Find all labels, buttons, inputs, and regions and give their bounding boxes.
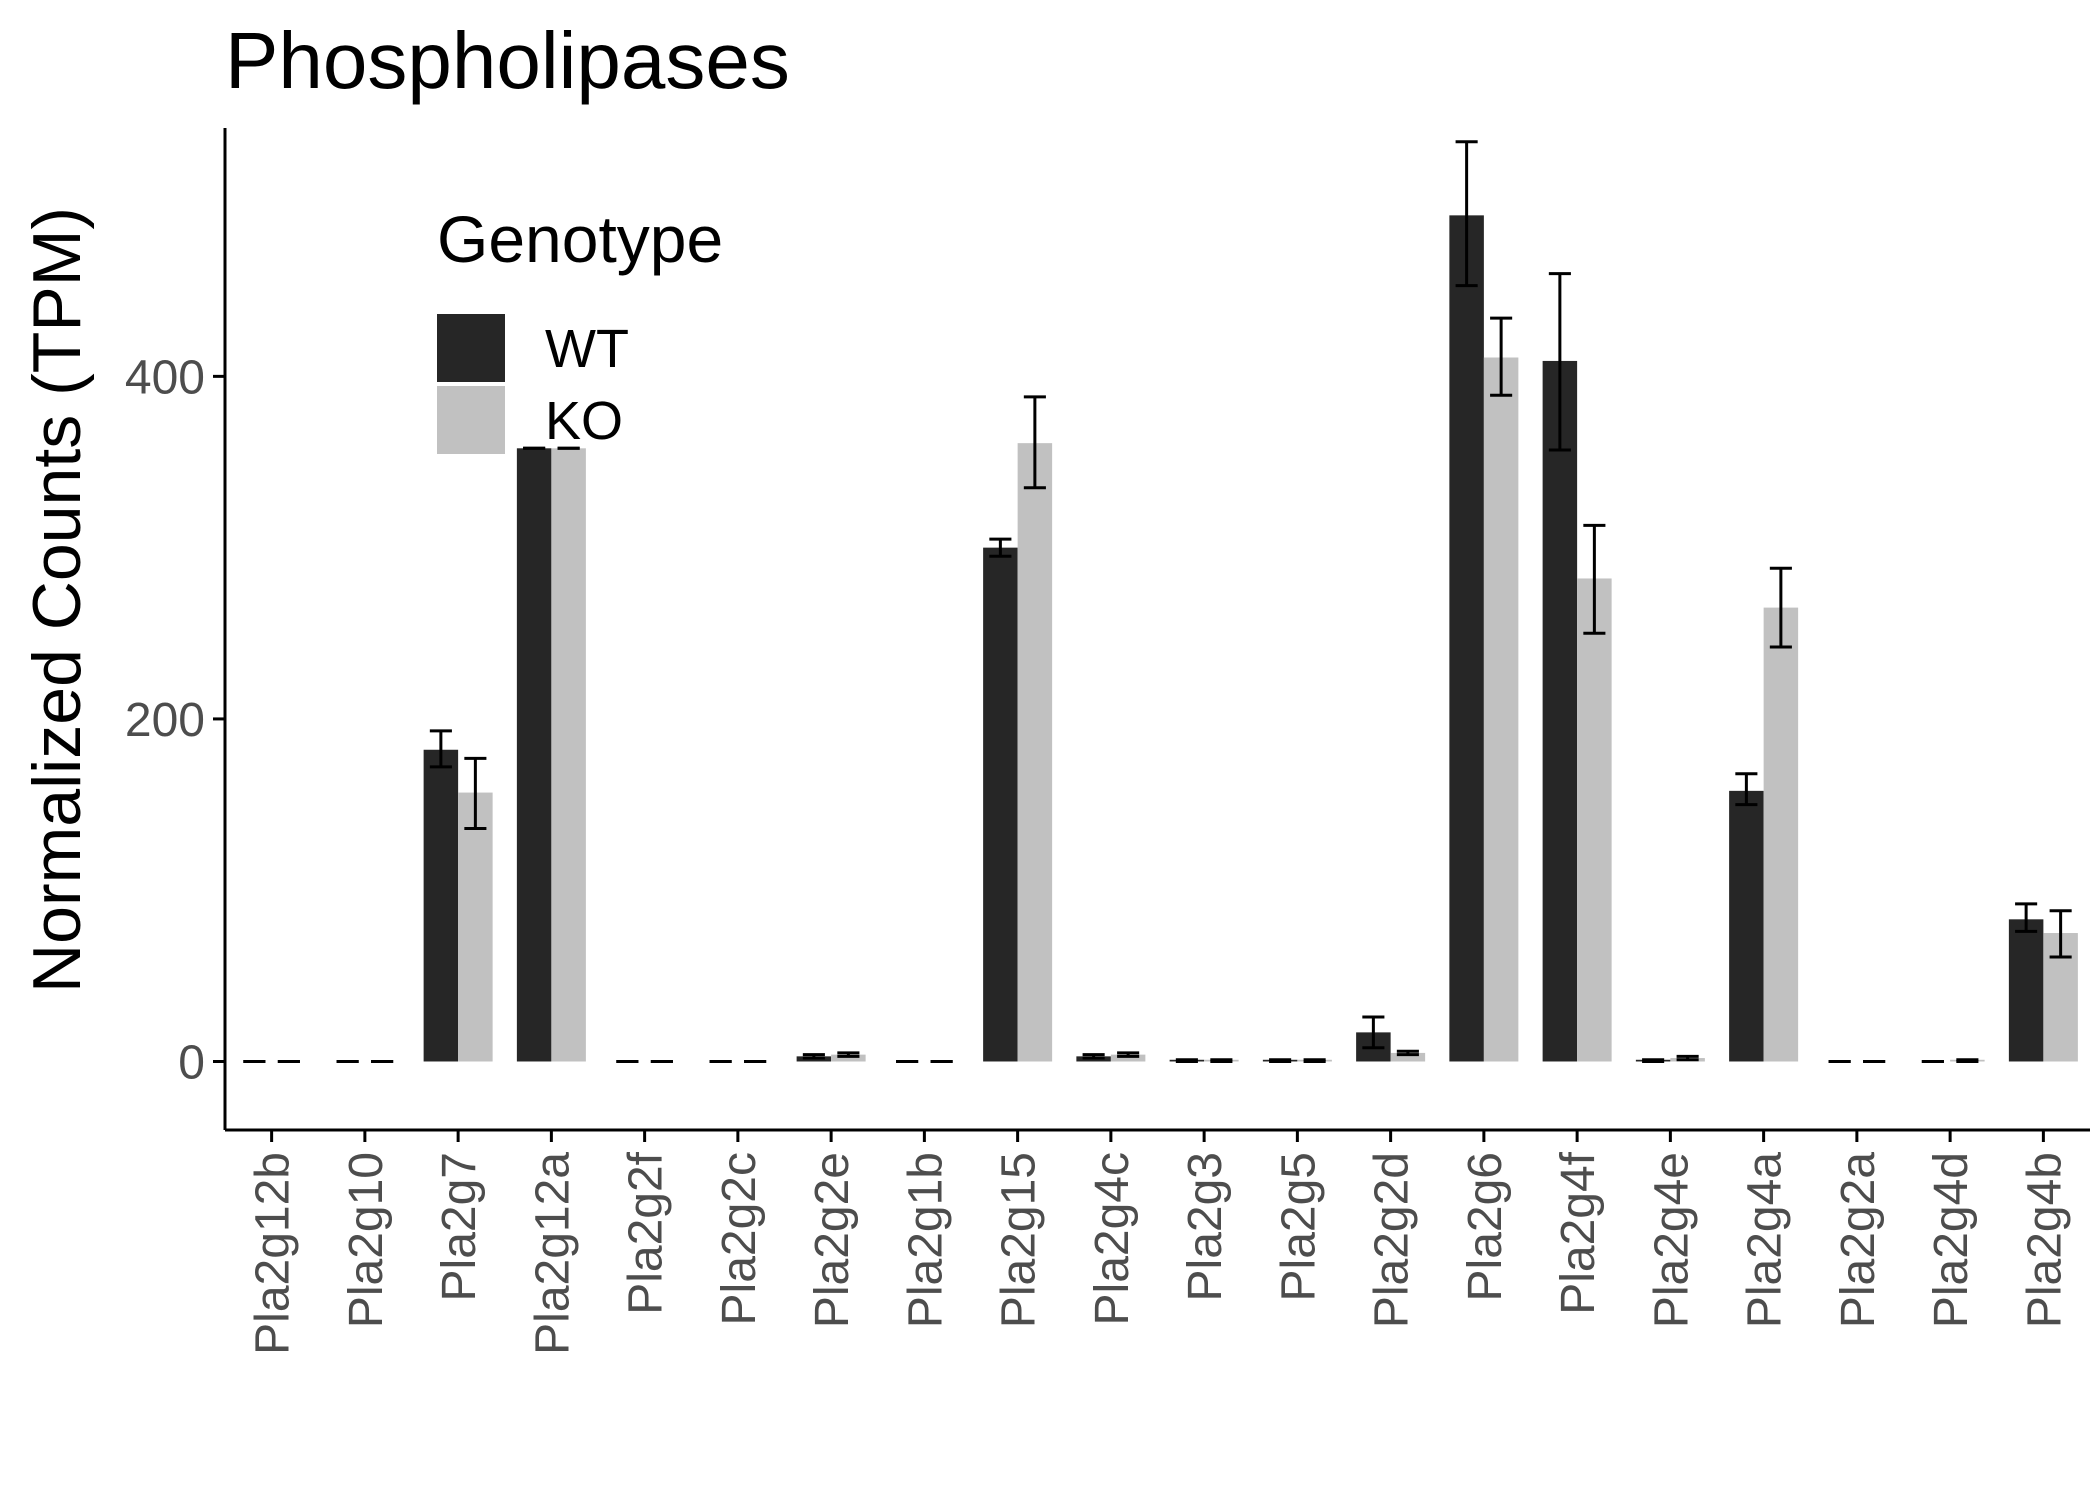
bar-ko — [1110, 1054, 1146, 1062]
error-bar-wt — [989, 537, 1012, 558]
bar-wt — [2008, 919, 2044, 1062]
error-bar-ko — [1676, 1054, 1699, 1062]
bar-ko — [1483, 357, 1519, 1062]
legend-title: Genotype — [437, 202, 723, 276]
bar-ko — [458, 792, 493, 1062]
legend-swatch-ko — [437, 386, 505, 454]
bar-ko — [1763, 607, 1799, 1062]
x-ticks: Pla2g12b Pla2g10 Pla2g7 Pla2g12a Pla2g2f Pla2… — [247, 1130, 2071, 1355]
legend: Genotype WT KO — [437, 202, 723, 454]
error-bar-wt — [429, 729, 452, 769]
x-tick-label: Pla2g12a — [526, 1152, 579, 1355]
x-tick-label: Pla2g2a — [1832, 1152, 1885, 1328]
error-bar-ko — [1769, 566, 1792, 649]
error-bar-ko — [837, 1051, 860, 1058]
error-bar-wt — [1362, 1015, 1385, 1050]
error-bar-ko — [1396, 1049, 1419, 1057]
legend-label-wt: WT — [545, 319, 629, 379]
legend-swatch-wt — [437, 314, 505, 382]
error-bar-wt — [802, 1053, 825, 1060]
error-bar-wt — [1455, 140, 1478, 288]
error-bar-ko — [1583, 523, 1606, 635]
y-tick-label: 0 — [178, 1036, 205, 1089]
y-ticks: 0 200 400 — [125, 351, 225, 1089]
x-tick-label: Pla2g7 — [433, 1152, 486, 1301]
error-bar-ko — [1303, 1058, 1326, 1063]
x-tick-label: Pla2g2d — [1366, 1152, 1419, 1328]
error-bar-ko — [1117, 1051, 1140, 1058]
legend-label-ko: KO — [545, 391, 623, 451]
bars — [423, 215, 2078, 1062]
bar-wt — [1729, 790, 1764, 1062]
y-tick-label: 400 — [125, 351, 205, 404]
error-bar-wt — [2015, 902, 2038, 933]
y-tick-label: 200 — [125, 694, 205, 747]
x-tick-label: Pla2g4b — [2018, 1152, 2071, 1328]
error-bar-wt — [1735, 772, 1758, 807]
bar-ko — [1390, 1052, 1426, 1062]
x-tick-label: Pla2g4e — [1645, 1152, 1698, 1328]
x-tick-label: Pla2g4a — [1739, 1152, 1792, 1328]
error-bar-ko — [1956, 1058, 1979, 1063]
x-tick-label: Pla2g15 — [993, 1152, 1046, 1328]
x-tick-label: Pla2g4d — [1925, 1152, 1978, 1328]
bar-wt — [1449, 215, 1484, 1062]
y-axis-title: Normalized Counts (TPM) — [19, 207, 95, 993]
x-tick-label: Pla2g1b — [899, 1152, 952, 1328]
bar-wt — [983, 547, 1018, 1062]
error-bar-ko — [2049, 909, 2072, 959]
x-tick-label: Pla2g2f — [620, 1151, 673, 1314]
error-bars — [243, 140, 2072, 1063]
error-bar-ko — [1023, 395, 1046, 490]
x-tick-label: Pla2g2c — [713, 1152, 766, 1325]
error-bar-wt — [1269, 1058, 1292, 1063]
x-tick-label: Pla2g5 — [1272, 1152, 1325, 1301]
bar-wt — [423, 749, 459, 1062]
x-tick-label: Pla2g2e — [806, 1152, 859, 1328]
x-tick-label: Pla2g6 — [1459, 1152, 1512, 1301]
x-tick-label: Pla2g12b — [247, 1152, 300, 1355]
bar-ko — [1017, 443, 1053, 1062]
error-bar-ko — [464, 756, 487, 831]
error-bar-wt — [1548, 272, 1571, 452]
bar-wt — [516, 448, 552, 1062]
bar-wt — [1542, 360, 1578, 1062]
error-bar-wt — [1082, 1053, 1105, 1060]
bar-ko — [831, 1054, 866, 1062]
error-bar-ko — [1490, 316, 1513, 397]
bar-ko — [1577, 578, 1612, 1062]
bar-ko — [551, 448, 586, 1062]
x-tick-label: Pla2g4f — [1552, 1151, 1605, 1314]
error-bar-wt — [1642, 1058, 1665, 1063]
error-bar-ko — [1210, 1058, 1233, 1063]
error-bar-wt — [1175, 1058, 1198, 1063]
x-tick-label: Pla2g4c — [1086, 1152, 1139, 1325]
x-tick-label: Pla2g3 — [1179, 1152, 1232, 1301]
x-tick-label: Pla2g10 — [340, 1152, 393, 1328]
chart-title: Phospholipases — [225, 16, 790, 105]
